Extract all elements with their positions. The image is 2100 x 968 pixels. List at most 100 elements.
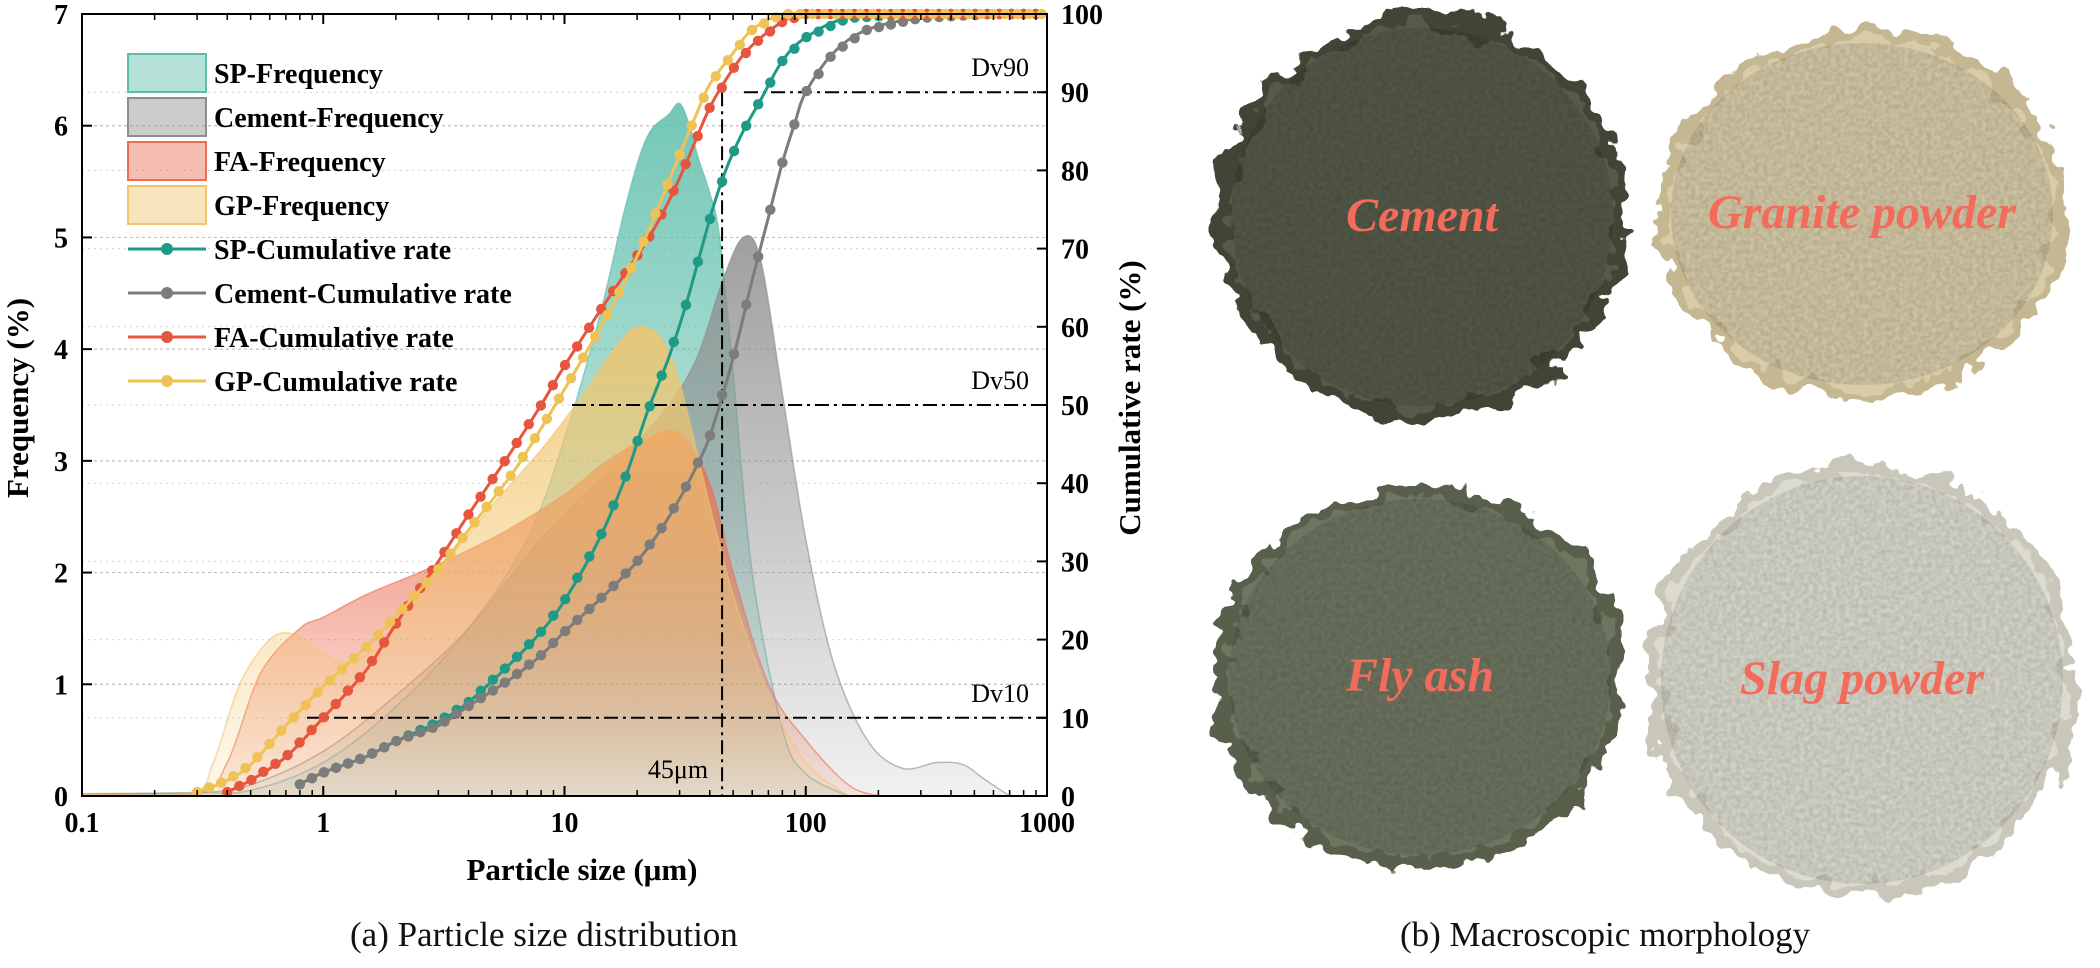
sp-cumulative-rate-point — [825, 20, 836, 32]
photo-cement: Cement — [1217, 14, 1627, 420]
y-tick-label: 0 — [54, 782, 68, 813]
legend-swatch — [127, 185, 207, 225]
y2-tick-label: 40 — [1061, 469, 1089, 500]
gp-cumulative-rate-point — [324, 675, 335, 686]
sp-cumulative-rate-point — [608, 500, 619, 511]
y2-tick-label: 60 — [1061, 313, 1089, 344]
cement-cumulative-rate-point — [801, 85, 812, 97]
gp-cumulative-rate-point — [397, 604, 408, 615]
legend-item-gp-cumulative-rate: GP-Cumulative rate — [128, 367, 457, 398]
gp-cumulative-rate-point — [421, 577, 432, 588]
y2-tick-label: 30 — [1061, 547, 1089, 578]
gp-cumulative-rate-point — [336, 664, 348, 675]
cement-cumulative-rate-point — [644, 539, 655, 550]
sp-cumulative-rate-point — [789, 43, 800, 54]
legend-marker — [161, 375, 173, 387]
fa-cumulative-rate-point — [234, 780, 245, 792]
cement-cumulative-rate-point — [355, 753, 366, 765]
sp-cumulative-rate-point — [753, 99, 764, 110]
gp-cumulative-rate-point — [674, 149, 685, 160]
caption-a: (a) Particle size distribution — [350, 915, 738, 954]
gp-cumulative-rate-point — [457, 532, 468, 544]
photo-label: Cement — [1346, 189, 1500, 242]
gp-cumulative-rate-point — [409, 590, 420, 602]
gp-cumulative-rate-point — [312, 687, 323, 698]
fa-cumulative-rate-point — [463, 509, 474, 520]
cement-cumulative-rate-point — [692, 457, 704, 468]
gp-cumulative-rate-point — [433, 564, 444, 575]
legend-label: GP-Frequency — [214, 191, 389, 222]
ref-label-dv50: Dv50 — [971, 366, 1029, 395]
gp-cumulative-rate-point — [276, 725, 287, 736]
gp-cumulative-rate-point — [505, 470, 516, 481]
cement-cumulative-rate-point — [572, 614, 583, 626]
gp-cumulative-rate-point — [216, 777, 227, 788]
fa-cumulative-rate-point — [692, 130, 703, 142]
gp-cumulative-rate-point — [577, 352, 589, 363]
x-tick-label: 1000 — [1019, 808, 1075, 839]
y2-tick-label: 90 — [1061, 78, 1089, 109]
y-tick-label: 5 — [54, 223, 68, 254]
sp-cumulative-rate-point — [728, 145, 740, 157]
fa-cumulative-rate-point — [354, 672, 366, 683]
legend-marker — [161, 331, 173, 343]
cement-cumulative-rate-point — [463, 700, 474, 712]
cement-cumulative-rate-point — [897, 16, 909, 27]
cement-cumulative-rate-point — [741, 299, 752, 310]
x-tick-label: 1 — [316, 808, 330, 839]
cement-cumulative-rate-point — [716, 389, 728, 401]
y-tick-label: 6 — [54, 112, 68, 143]
cement-cumulative-rate-point — [415, 727, 426, 738]
gp-cumulative-rate-point — [240, 763, 251, 774]
sp-cumulative-rate-point — [813, 26, 824, 37]
morphology-photos: Cement Granite powder Fly ash Slag powder — [1215, 14, 2077, 898]
cement-cumulative-rate-point — [367, 748, 378, 759]
sp-cumulative-rate-point — [741, 120, 752, 131]
sp-cumulative-rate-point — [704, 213, 716, 225]
cement-cumulative-rate-point — [849, 33, 860, 44]
gp-cumulative-rate-point — [360, 642, 372, 653]
sp-cumulative-rate-point — [535, 626, 547, 637]
photo-label: Slag powder — [1740, 652, 1985, 705]
cement-cumulative-rate-point — [403, 731, 414, 742]
photo-powder-texture — [1671, 43, 2053, 385]
gp-cumulative-rate-point — [517, 451, 528, 463]
fa-cumulative-rate-point — [583, 322, 595, 333]
cement-cumulative-rate-point — [306, 773, 318, 784]
cement-cumulative-rate-point — [487, 685, 499, 696]
photo-fly-ash: Fly ash — [1215, 485, 1625, 869]
cement-cumulative-rate-point — [837, 41, 848, 52]
legend-marker — [161, 287, 173, 299]
sp-cumulative-rate-point — [801, 31, 812, 43]
fa-cumulative-rate-point — [535, 400, 547, 411]
fa-cumulative-rate-point — [306, 724, 317, 736]
cement-cumulative-rate-point — [753, 251, 764, 262]
legend-label: Cement-Frequency — [214, 103, 444, 134]
sp-cumulative-rate-point — [487, 674, 499, 685]
fa-cumulative-rate-point — [475, 491, 486, 502]
sp-cumulative-rate-point — [777, 55, 788, 67]
fa-cumulative-rate-point — [487, 473, 498, 485]
cement-cumulative-rate-point — [451, 708, 462, 719]
gp-cumulative-rate-point — [348, 653, 360, 664]
gp-cumulative-rate-point — [384, 616, 396, 628]
fa-cumulative-rate-point — [318, 712, 329, 723]
y-tick-label: 1 — [54, 670, 68, 701]
gp-cumulative-rate-point — [686, 120, 697, 131]
fa-cumulative-rate-point — [330, 698, 341, 710]
cement-cumulative-rate-point — [379, 742, 390, 753]
cement-cumulative-rate-point — [668, 503, 679, 514]
gp-cumulative-rate-point — [264, 738, 275, 749]
sp-cumulative-rate-point — [511, 651, 523, 662]
x-tick-label: 100 — [785, 808, 827, 839]
sp-cumulative-rate-point — [765, 77, 776, 88]
gp-cumulative-rate-point — [204, 782, 215, 793]
photo-powder-texture — [1661, 476, 2063, 884]
legend-label: FA-Cumulative rate — [214, 323, 454, 354]
y2-tick-label: 10 — [1061, 704, 1089, 735]
fa-cumulative-rate-point — [270, 758, 281, 769]
gp-cumulative-rate-point — [722, 55, 734, 66]
gp-cumulative-rate-point — [228, 771, 239, 782]
legend-item-fa-frequency: FA-Frequency — [127, 141, 386, 181]
